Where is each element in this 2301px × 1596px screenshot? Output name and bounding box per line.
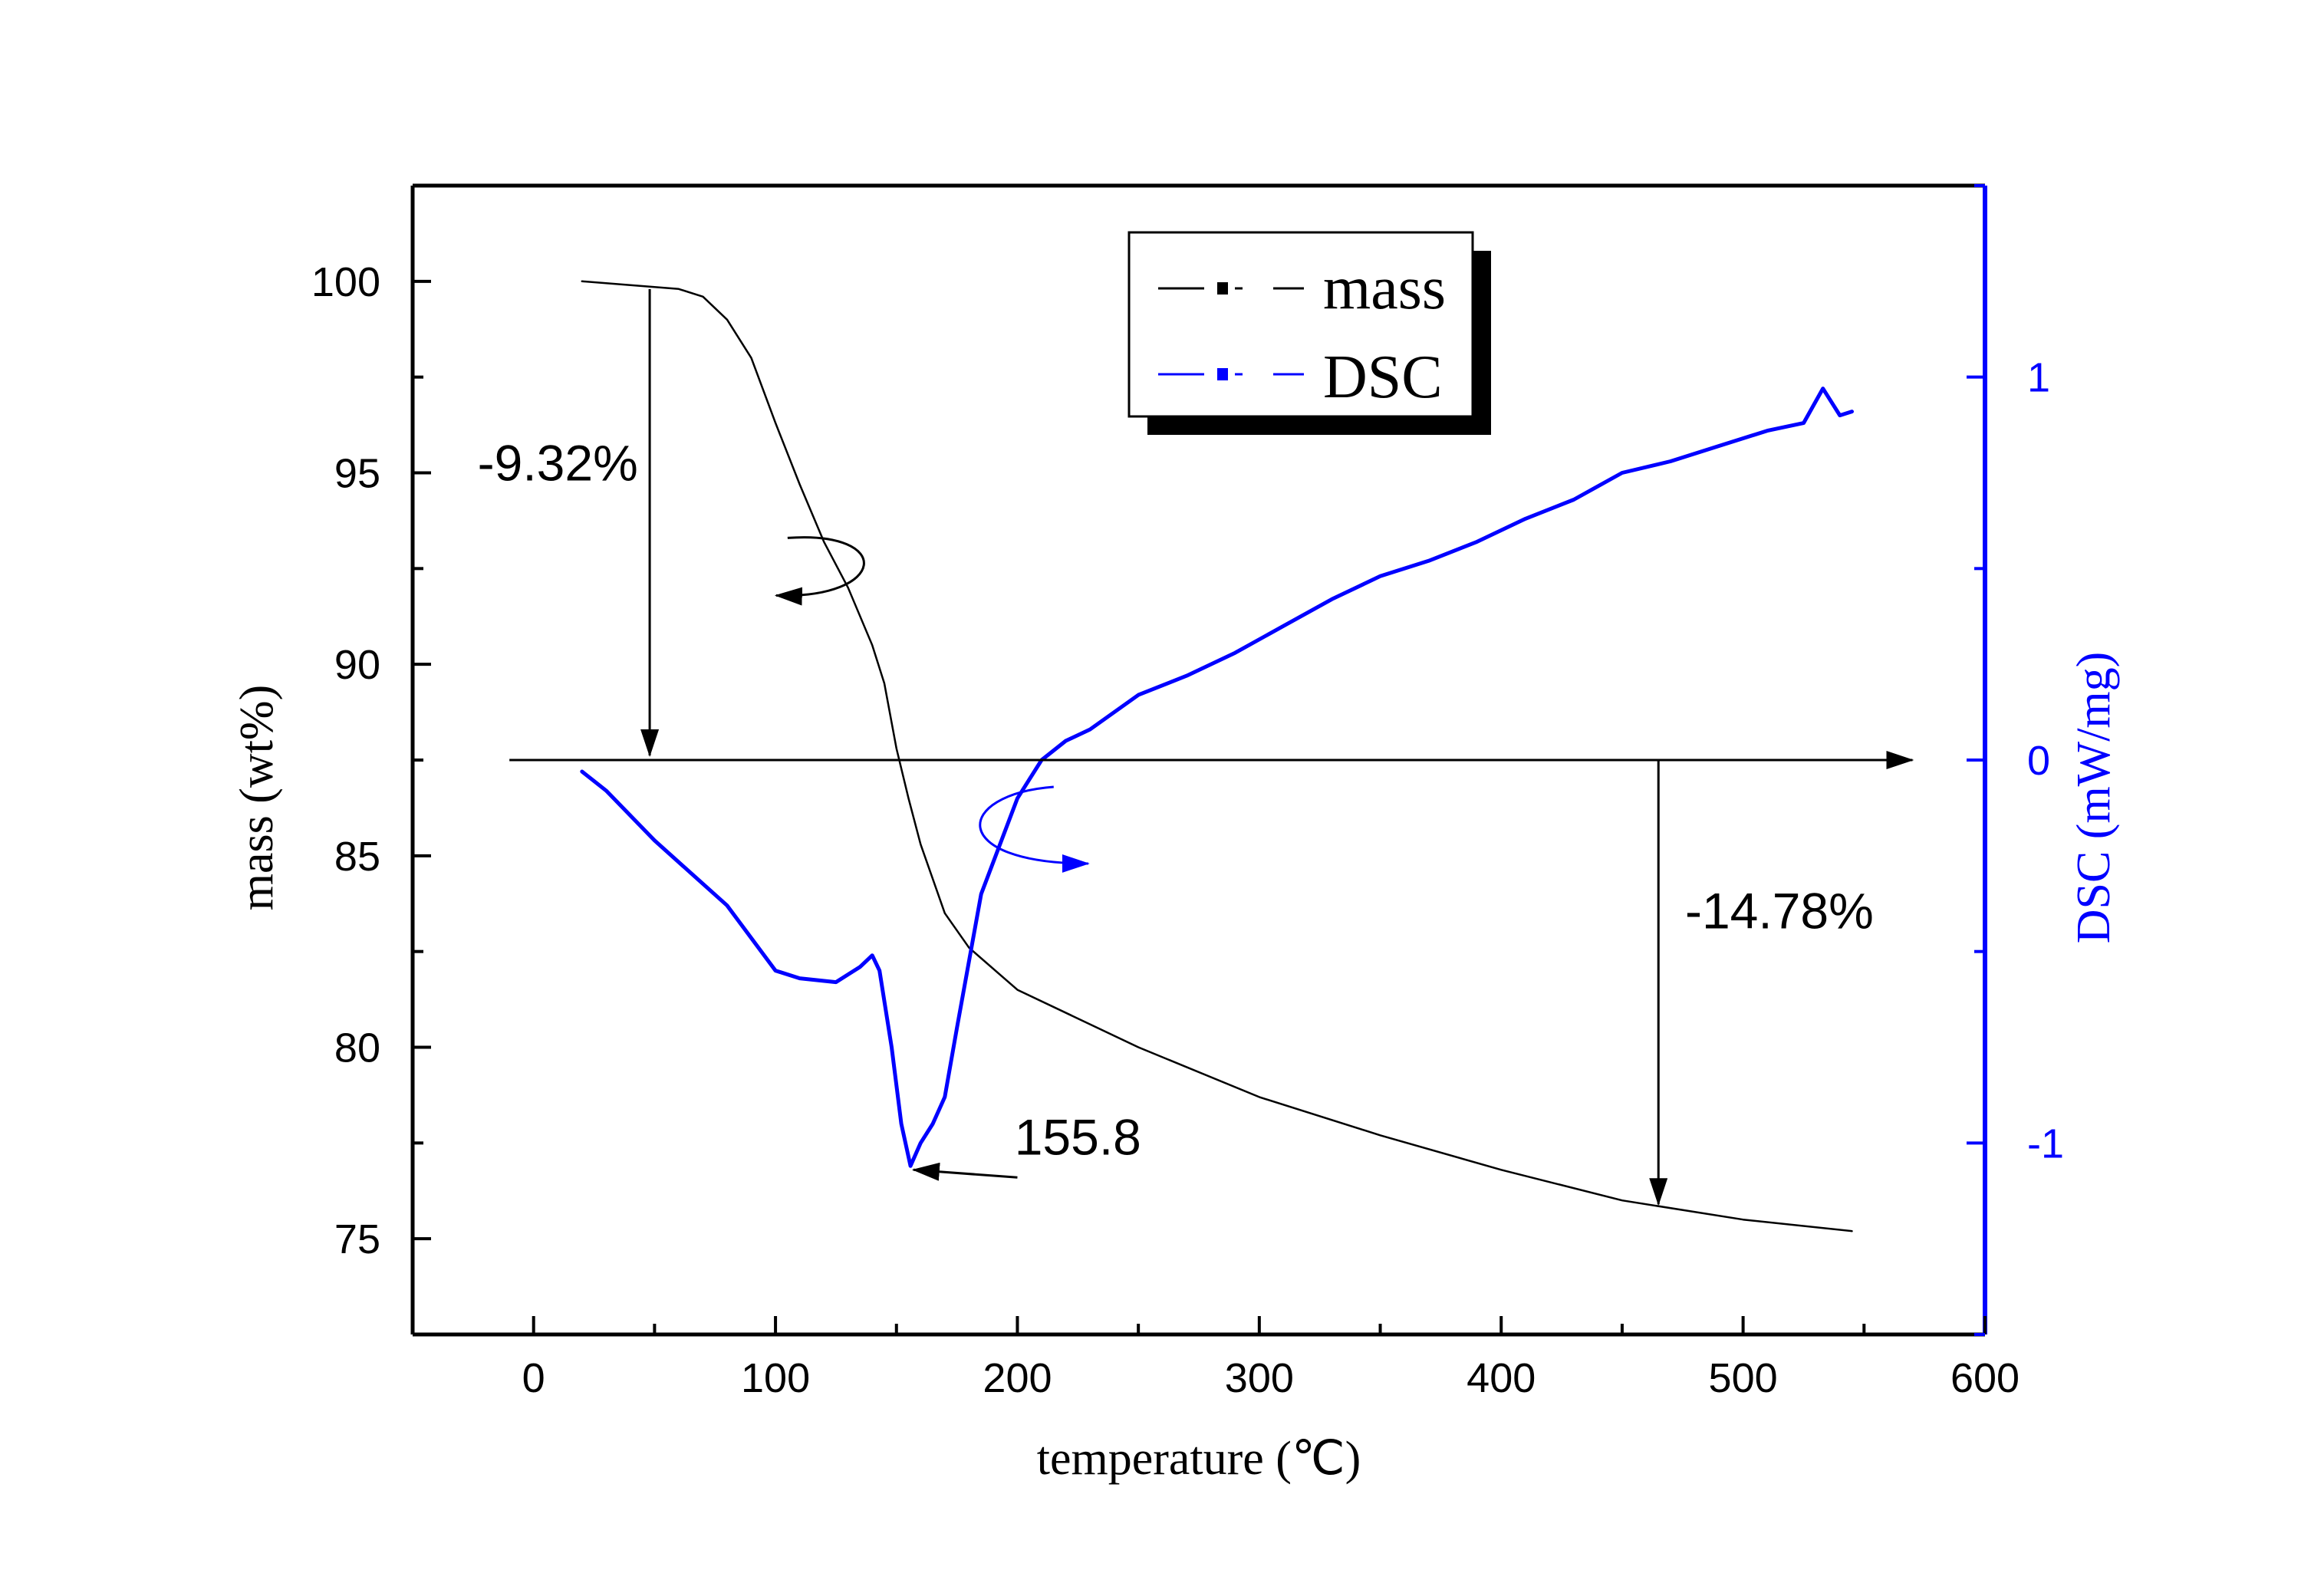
annotation-label-2: 155.8 bbox=[1015, 1108, 1141, 1165]
legend-entry-mass: mass bbox=[1158, 255, 1446, 322]
series-line-mass bbox=[581, 280, 1853, 1232]
x-tick-label: 100 bbox=[741, 1355, 810, 1401]
ticks: 0 100 200 300 400 500 600 75 80 85 90 95 100 -1 0 1 bbox=[311, 184, 2064, 1401]
series bbox=[580, 280, 1854, 1232]
annotation-label-1: -14.78% bbox=[1685, 883, 1874, 940]
y-right-tick-label: -1 bbox=[2027, 1120, 2064, 1167]
y-axis-right-title: DSC (mW/mg) bbox=[2068, 652, 2120, 944]
annotation-label-0: -9.32% bbox=[478, 434, 638, 491]
dsc-axis-indicator-arrow bbox=[979, 785, 1090, 873]
peak-pointer-arrow bbox=[911, 1162, 1018, 1181]
y-left-tick-label: 80 bbox=[334, 1025, 380, 1071]
y-right-tick-label: 0 bbox=[2027, 738, 2050, 784]
x-tick-label: 500 bbox=[1709, 1355, 1778, 1401]
legend-label-dsc: DSC bbox=[1323, 344, 1443, 411]
mass-axis-indicator-arrow bbox=[774, 536, 865, 606]
y-right-tick-label: 1 bbox=[2027, 355, 2050, 401]
legend-box bbox=[1127, 231, 1474, 418]
legend-label-mass: mass bbox=[1323, 255, 1446, 322]
x-tick-label: 0 bbox=[522, 1355, 545, 1401]
legend-marker-mass bbox=[1217, 282, 1228, 295]
y-left-tick-label: 100 bbox=[311, 259, 380, 305]
series-line-dsc bbox=[580, 387, 1854, 1168]
y-left-tick-label: 85 bbox=[334, 834, 380, 880]
legend-entry-dsc: DSC bbox=[1158, 344, 1443, 411]
legend-marker-dsc bbox=[1217, 368, 1228, 380]
y-axis-left-title: mass (wt%) bbox=[231, 685, 283, 910]
y-left-tick-label: 95 bbox=[334, 451, 380, 497]
x-tick-label: 400 bbox=[1467, 1355, 1536, 1401]
annotations: -9.32% -14.78% 155.8 bbox=[478, 288, 1914, 1206]
y-left-tick-label: 75 bbox=[334, 1216, 380, 1262]
x-tick-label: 200 bbox=[983, 1355, 1052, 1401]
x-tick-label: 300 bbox=[1225, 1355, 1294, 1401]
x-tick-label: 600 bbox=[1950, 1355, 2020, 1401]
x-axis-title: temperature (℃) bbox=[1037, 1433, 1361, 1485]
y-left-tick-label: 90 bbox=[334, 642, 380, 688]
legend: mass DSC bbox=[1127, 231, 1491, 435]
